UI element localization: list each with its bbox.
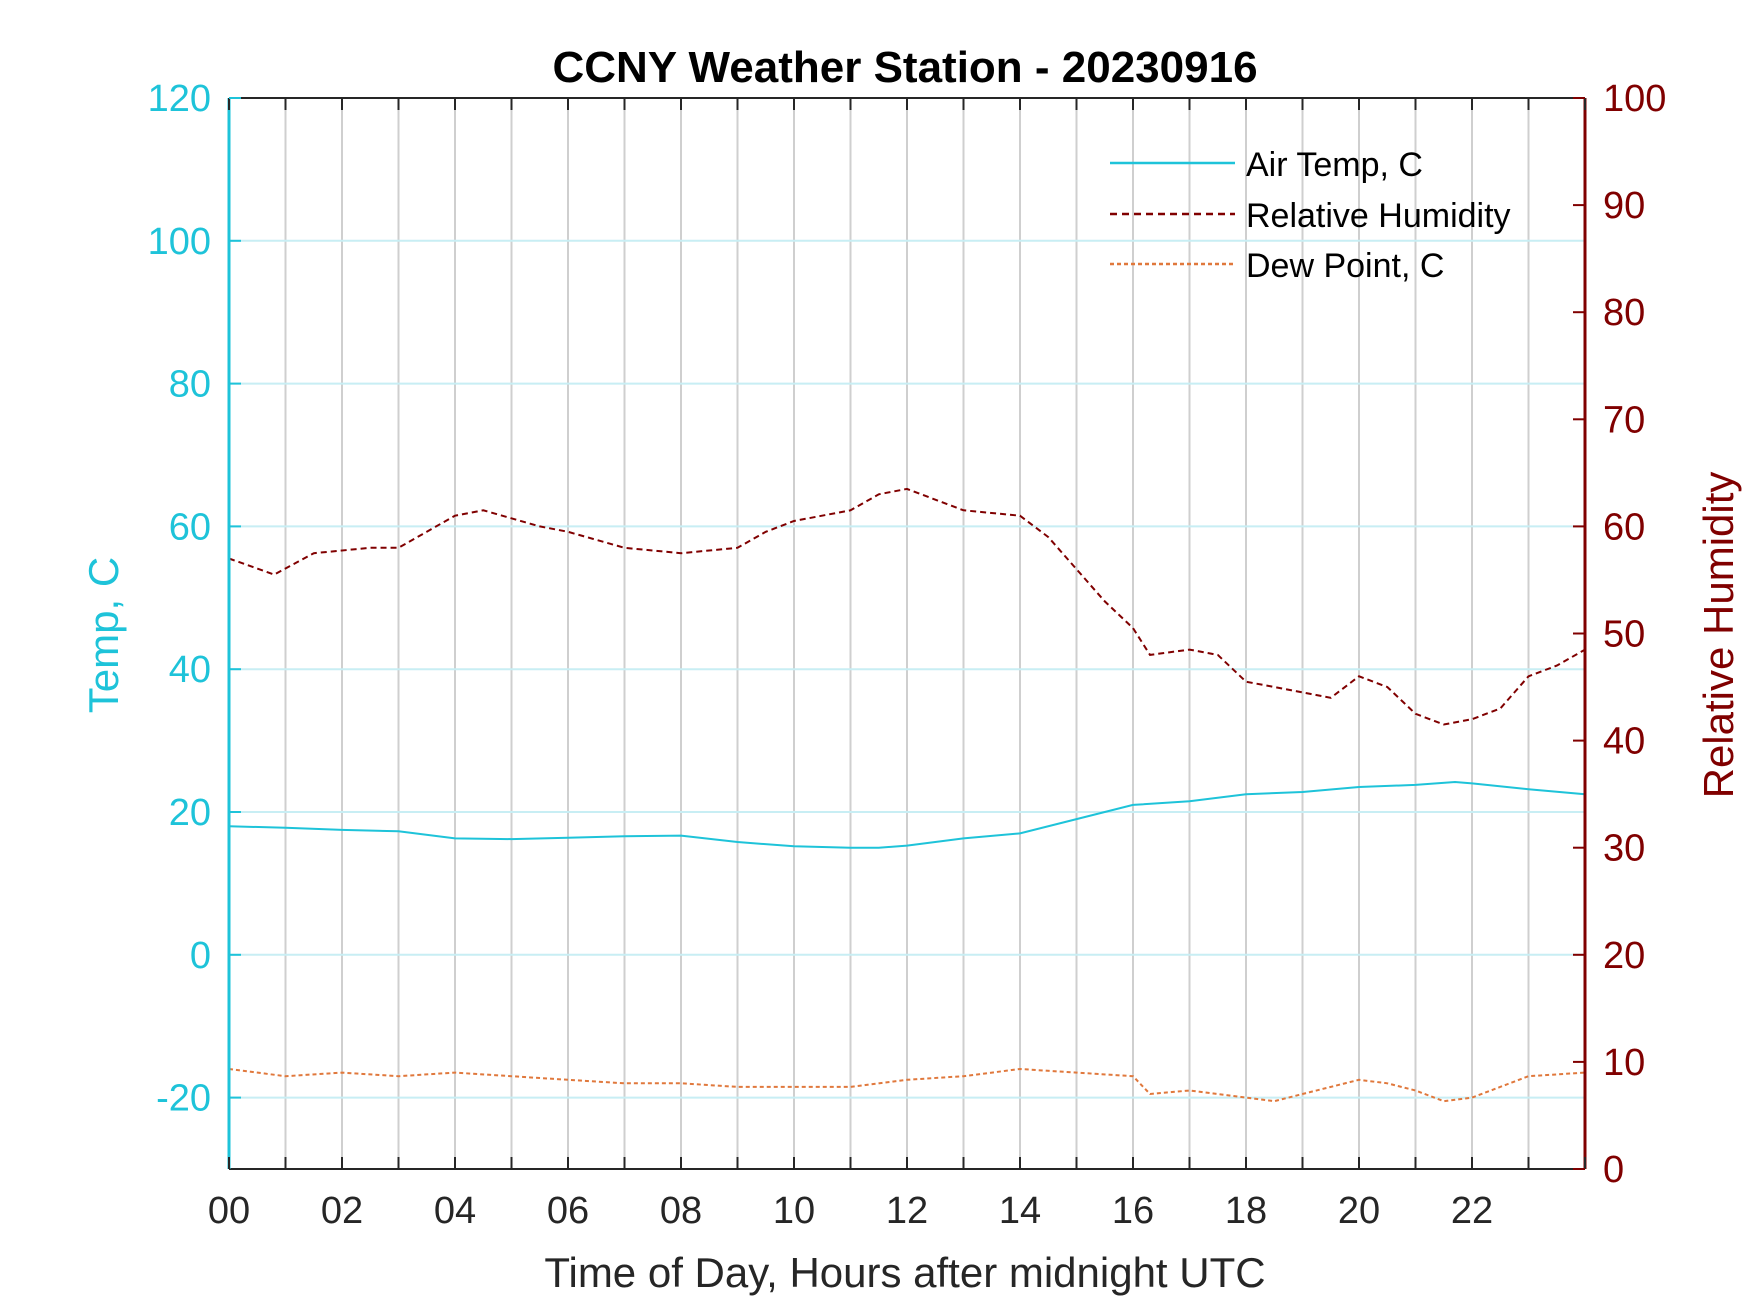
x-tick-label: 12	[886, 1190, 928, 1232]
x-tick-label: 10	[773, 1190, 815, 1232]
series-line-dew-point-c	[228, 1067, 1586, 1103]
x-tick-label: 02	[321, 1190, 363, 1232]
y-right-tick-label: 10	[1603, 1042, 1645, 1084]
y-left-tick-label: 40	[169, 649, 211, 691]
y-right-tick-label: 50	[1603, 614, 1645, 656]
y-right-tick-label: 70	[1603, 399, 1645, 441]
axes	[227, 97, 1587, 1170]
legend-label-air-temp: Air Temp, C	[1246, 146, 1423, 184]
y-axis-right-label: Relative Humidity	[1695, 472, 1742, 799]
tick-labels: 00 02 04 06 08 10 12 14 16 18 20 22-200204060801001…	[148, 78, 1667, 1232]
x-tick-label: 22	[1451, 1190, 1493, 1232]
y-left-tick-label: -20	[156, 1078, 211, 1120]
x-tick-label: 08	[660, 1190, 702, 1232]
x-tick-label: 00	[208, 1190, 250, 1232]
legend: Air Temp, C Relative Humidity Dew Point,…	[1110, 146, 1511, 285]
x-tick-label: 18	[1225, 1190, 1267, 1232]
y-right-tick-label: 40	[1603, 721, 1645, 763]
x-tick-label: 16	[1112, 1190, 1154, 1232]
y-right-tick-label: 30	[1603, 828, 1645, 870]
y-right-tick-label: 90	[1603, 185, 1645, 227]
x-tick-label: 14	[999, 1190, 1041, 1232]
y-right-tick-label: 0	[1603, 1149, 1624, 1191]
y-left-tick-label: 100	[148, 221, 211, 263]
legend-label-relative-humidity: Relative Humidity	[1246, 197, 1511, 235]
x-tick-label: 06	[547, 1190, 589, 1232]
y-left-tick-label: 80	[169, 364, 211, 406]
y-left-tick-label: 60	[169, 506, 211, 548]
y-axis-left-label: Temp, C	[80, 557, 127, 713]
y-right-tick-label: 80	[1603, 292, 1645, 334]
chart-title: CCNY Weather Station - 20230916	[552, 43, 1257, 92]
x-tick-label: 20	[1338, 1190, 1380, 1232]
y-right-tick-label: 100	[1603, 78, 1666, 120]
x-tick-label: 04	[434, 1190, 476, 1232]
y-left-tick-label: 20	[169, 792, 211, 834]
series-line-air-temp-c	[228, 780, 1586, 849]
y-right-tick-label: 20	[1603, 935, 1645, 977]
series-layer	[228, 487, 1586, 1103]
x-axis-label: Time of Day, Hours after midnight UTC	[544, 1249, 1265, 1296]
y-right-tick-label: 60	[1603, 506, 1645, 548]
legend-label-dew-point: Dew Point, C	[1246, 247, 1444, 285]
series-line-relative-humidity	[228, 487, 1586, 726]
y-left-tick-label: 120	[148, 78, 211, 120]
y-left-tick-label: 0	[190, 935, 211, 977]
